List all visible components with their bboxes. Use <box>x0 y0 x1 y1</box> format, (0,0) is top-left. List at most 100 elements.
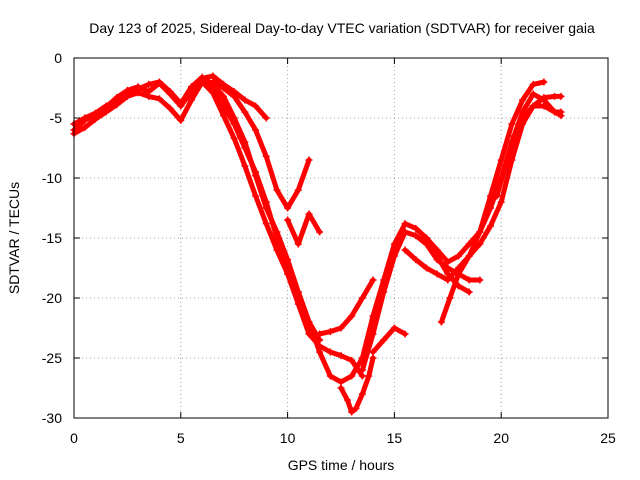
data-point <box>358 294 366 302</box>
data-point <box>166 104 174 112</box>
data-point <box>145 80 153 88</box>
data-point <box>476 240 484 248</box>
data-point <box>91 109 99 117</box>
data-point <box>557 112 565 120</box>
data-point <box>390 324 398 332</box>
data-point <box>454 270 462 278</box>
data-point <box>337 324 345 332</box>
data-point <box>305 156 313 164</box>
data-point <box>557 92 565 100</box>
data-point <box>348 408 356 416</box>
data-point <box>305 210 313 218</box>
data-point <box>343 396 351 404</box>
data-point <box>401 246 409 254</box>
data-point <box>497 198 505 206</box>
data-point <box>252 172 260 180</box>
x-tick-label: 15 <box>387 430 403 446</box>
data-point <box>220 92 228 100</box>
data-point <box>487 204 495 212</box>
data-point <box>230 92 238 100</box>
series-arc-11 <box>370 325 408 355</box>
data-point <box>337 352 345 360</box>
data-point <box>487 222 495 230</box>
data-point <box>380 276 388 284</box>
y-tick-label: -5 <box>50 110 63 126</box>
data-point <box>241 96 249 104</box>
data-point <box>465 276 473 284</box>
data-point <box>220 84 228 92</box>
data-point <box>348 372 356 380</box>
data-point <box>529 102 537 110</box>
data-point <box>155 95 163 103</box>
data-point <box>465 240 473 248</box>
data-point <box>476 228 484 236</box>
data-point <box>81 124 89 132</box>
data-point <box>316 342 324 350</box>
data-point <box>444 276 452 284</box>
data-point <box>252 192 260 200</box>
data-point <box>187 83 195 91</box>
data-point <box>305 318 313 326</box>
data-point <box>198 74 206 82</box>
data-point <box>252 102 260 110</box>
y-tick-label: -30 <box>42 410 62 426</box>
data-point <box>294 240 302 248</box>
data-point <box>273 186 281 194</box>
series-arc-3 <box>71 74 323 343</box>
data-point <box>358 390 366 398</box>
chart-title: Day 123 of 2025, Sidereal Day-to-day VTE… <box>89 20 595 36</box>
data-point <box>305 330 313 338</box>
data-point <box>348 312 356 320</box>
data-point <box>113 96 121 104</box>
y-axis-label: SDTVAR / TECUs <box>6 182 22 294</box>
data-point <box>337 378 345 386</box>
data-point <box>412 232 420 240</box>
data-point <box>390 240 398 248</box>
data-point <box>134 85 142 93</box>
data-point <box>284 256 292 264</box>
data-point <box>326 348 334 356</box>
data-point <box>412 224 420 232</box>
data-point <box>348 356 356 364</box>
data-point <box>273 228 281 236</box>
x-tick-label: 20 <box>493 430 509 446</box>
data-point <box>433 270 441 278</box>
series-arc-5 <box>210 79 312 211</box>
data-point <box>102 102 110 110</box>
data-point <box>316 336 324 344</box>
data-point <box>365 372 373 380</box>
data-point <box>551 108 559 116</box>
data-point <box>380 336 388 344</box>
data-point <box>369 348 377 356</box>
data-point <box>241 138 249 146</box>
data-point <box>401 330 409 338</box>
data-point <box>369 276 377 284</box>
data-point <box>316 348 324 356</box>
x-tick-label: 5 <box>177 430 185 446</box>
data-point <box>326 372 334 380</box>
data-point <box>358 372 366 380</box>
data-point <box>510 132 518 140</box>
data-point <box>284 204 292 212</box>
y-tick-label: -10 <box>42 170 62 186</box>
y-tick-label: -20 <box>42 290 62 306</box>
data-point <box>262 152 270 160</box>
data-point <box>91 115 99 123</box>
data-point <box>177 116 185 124</box>
data-point <box>294 288 302 296</box>
data-point <box>358 354 366 362</box>
data-point <box>155 78 163 86</box>
data-point <box>241 108 249 116</box>
data-point <box>401 220 409 228</box>
x-tick-label: 10 <box>280 430 296 446</box>
data-point <box>476 276 484 284</box>
data-point <box>519 96 527 104</box>
data-point <box>209 72 217 80</box>
data-point <box>465 252 473 260</box>
data-point <box>369 312 377 320</box>
x-tick-label: 0 <box>70 430 78 446</box>
x-axis-label: GPS time / hours <box>288 457 395 473</box>
data-point <box>422 264 430 272</box>
